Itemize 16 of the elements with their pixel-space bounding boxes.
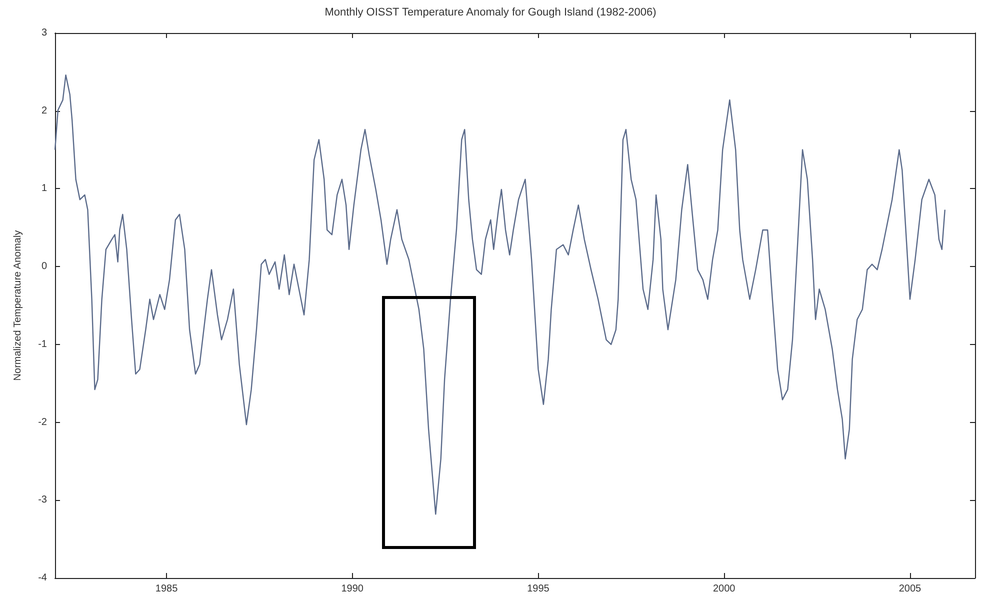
line-series <box>54 74 946 515</box>
x-tick-label: 1990 <box>341 584 364 594</box>
x-tick-label: 1985 <box>155 584 178 594</box>
y-tick-label: -1 <box>38 338 48 350</box>
y-tick-label: -2 <box>38 416 48 428</box>
y-axis-title: Normalized Temperature Anomaly <box>12 230 24 381</box>
y-tick-label: 1 <box>41 183 48 194</box>
y-tick-label: -4 <box>38 572 48 584</box>
y-tick-label: 3 <box>41 28 48 38</box>
y-tick-label: -3 <box>38 494 48 506</box>
chart-title: Monthly OISST Temperature Anomaly for Gough Island (1982-2006) <box>324 6 656 18</box>
x-tick-label: 2000 <box>712 584 736 594</box>
x-tick-label: 1995 <box>527 584 550 594</box>
y-tick-label: 0 <box>41 261 48 272</box>
y-tick-label: 2 <box>41 105 48 116</box>
x-tick-label: 2005 <box>898 584 922 594</box>
